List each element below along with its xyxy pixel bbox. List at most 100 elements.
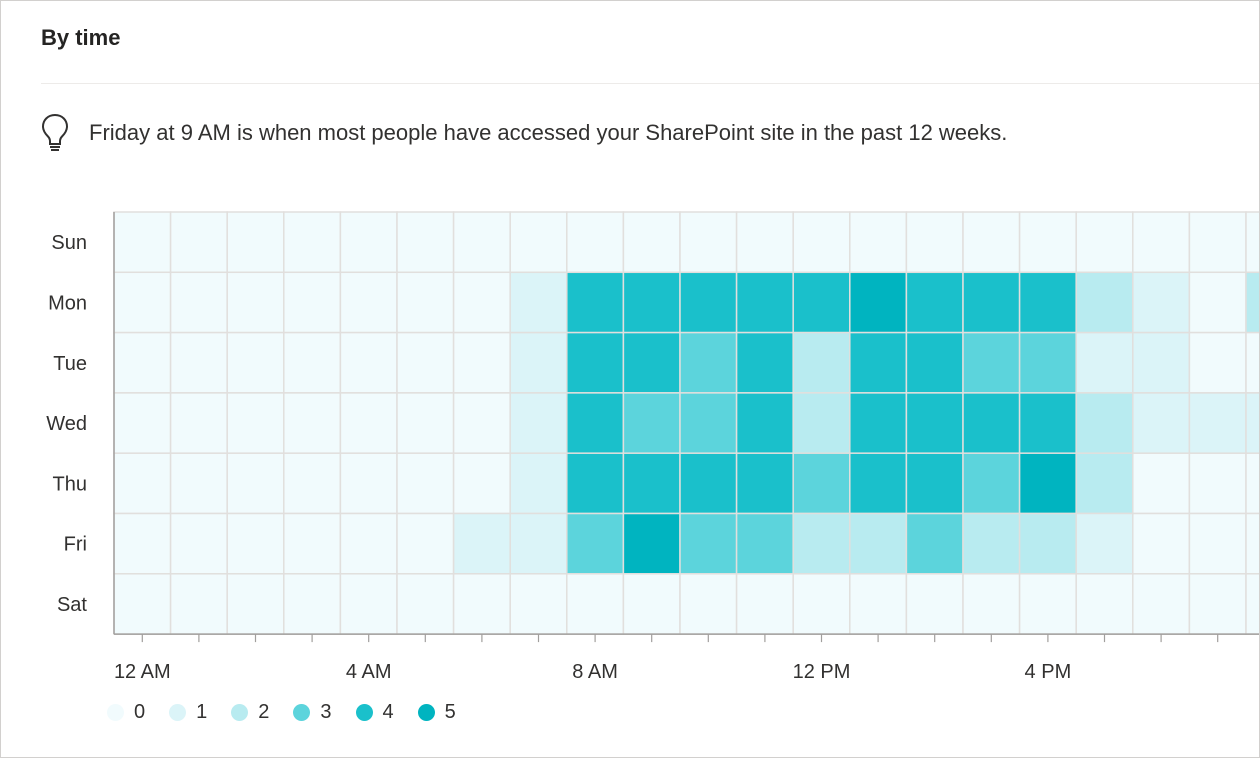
heatmap-cell-fri-14[interactable] [905,512,964,575]
heatmap-cell-tue-12[interactable] [792,331,851,394]
heatmap-cell-sun-0[interactable] [113,211,172,274]
heatmap-cell-fri-2[interactable] [226,512,285,575]
heatmap-cell-sun-1[interactable] [169,211,228,274]
heatmap-cell-mon-3[interactable] [283,271,342,334]
heatmap-cell-sun-19[interactable] [1188,211,1247,274]
heatmap-cell-mon-14[interactable] [905,271,964,334]
heatmap-cell-wed-3[interactable] [283,392,342,454]
heatmap-cell-sun-6[interactable] [452,211,511,274]
heatmap-cell-sun-7[interactable] [509,211,568,274]
heatmap-cell-mon-7[interactable] [509,271,568,334]
heatmap-cell-tue-4[interactable] [339,331,398,394]
heatmap-cell-sat-19[interactable] [1188,573,1247,635]
heatmap-cell-wed-9[interactable] [622,392,681,454]
heatmap-cell-thu-15[interactable] [962,452,1021,515]
heatmap-cell-thu-10[interactable] [679,452,738,515]
heatmap-cell-thu-2[interactable] [226,452,285,515]
heatmap-cell-sat-0[interactable] [113,573,172,635]
heatmap-cell-fri-16[interactable] [1018,512,1077,575]
heatmap-cell-sat-16[interactable] [1018,573,1077,635]
heatmap-cell-thu-1[interactable] [169,452,228,515]
heatmap-cell-mon-11[interactable] [735,271,794,334]
heatmap-cell-fri-13[interactable] [849,512,908,575]
heatmap-cell-tue-6[interactable] [452,331,511,394]
heatmap-cell-sat-12[interactable] [792,573,851,635]
heatmap-cell-sat-8[interactable] [566,573,625,635]
heatmap-cell-tue-8[interactable] [566,331,625,394]
heatmap-cell-wed-14[interactable] [905,392,964,454]
heatmap-cell-tue-13[interactable] [849,331,908,394]
heatmap-cell-tue-0[interactable] [113,331,172,394]
heatmap-cell-fri-19[interactable] [1188,512,1247,575]
heatmap-cell-thu-9[interactable] [622,452,681,515]
heatmap-cell-fri-3[interactable] [283,512,342,575]
heatmap-cell-mon-16[interactable] [1018,271,1077,334]
heatmap-cell-mon-17[interactable] [1075,271,1134,334]
heatmap-cell-thu-17[interactable] [1075,452,1134,515]
heatmap-cell-mon-19[interactable] [1188,271,1247,334]
heatmap-cell-mon-13[interactable] [849,271,908,334]
heatmap-cell-thu-14[interactable] [905,452,964,515]
heatmap-cell-sun-20[interactable] [1245,211,1260,274]
heatmap-cell-thu-6[interactable] [452,452,511,515]
heatmap-cell-sat-1[interactable] [169,573,228,635]
heatmap-cell-sat-15[interactable] [962,573,1021,635]
heatmap-cell-thu-12[interactable] [792,452,851,515]
heatmap-cell-tue-15[interactable] [962,331,1021,394]
heatmap-cell-wed-11[interactable] [735,392,794,454]
heatmap-cell-thu-20[interactable] [1245,452,1260,515]
heatmap-cell-fri-6[interactable] [452,512,511,575]
heatmap-cell-tue-7[interactable] [509,331,568,394]
heatmap-cell-tue-1[interactable] [169,331,228,394]
heatmap-cell-tue-14[interactable] [905,331,964,394]
heatmap-cell-sun-18[interactable] [1132,211,1191,274]
heatmap-cell-tue-3[interactable] [283,331,342,394]
heatmap-cell-wed-5[interactable] [396,392,455,454]
heatmap-cell-wed-18[interactable] [1132,392,1191,454]
heatmap-cell-thu-11[interactable] [735,452,794,515]
heatmap-cell-sun-11[interactable] [735,211,794,274]
heatmap-cell-sun-15[interactable] [962,211,1021,274]
heatmap-cell-tue-9[interactable] [622,331,681,394]
heatmap-cell-wed-12[interactable] [792,392,851,454]
heatmap-cell-sat-18[interactable] [1132,573,1191,635]
heatmap-cell-fri-15[interactable] [962,512,1021,575]
heatmap-cell-wed-7[interactable] [509,392,568,454]
heatmap-cell-fri-0[interactable] [113,512,172,575]
heatmap-cell-tue-10[interactable] [679,331,738,394]
heatmap-cell-mon-20[interactable] [1245,271,1260,334]
heatmap-cell-sat-20[interactable] [1245,573,1260,635]
heatmap-cell-sun-16[interactable] [1018,211,1077,274]
heatmap-cell-sat-3[interactable] [283,573,342,635]
heatmap-cell-mon-5[interactable] [396,271,455,334]
heatmap-cell-fri-9[interactable] [622,512,681,575]
heatmap-cell-sat-6[interactable] [452,573,511,635]
heatmap-cell-mon-10[interactable] [679,271,738,334]
heatmap-cell-mon-15[interactable] [962,271,1021,334]
heatmap-cell-sat-4[interactable] [339,573,398,635]
heatmap-cell-wed-16[interactable] [1018,392,1077,454]
heatmap-cell-wed-2[interactable] [226,392,285,454]
heatmap-cell-wed-4[interactable] [339,392,398,454]
heatmap-cell-wed-0[interactable] [113,392,172,454]
heatmap-cell-thu-0[interactable] [113,452,172,515]
heatmap-cell-sat-11[interactable] [735,573,794,635]
heatmap-cell-mon-9[interactable] [622,271,681,334]
heatmap-cell-wed-10[interactable] [679,392,738,454]
heatmap-cell-thu-4[interactable] [339,452,398,515]
heatmap-cell-sun-5[interactable] [396,211,455,274]
heatmap-cell-sat-10[interactable] [679,573,738,635]
heatmap-cell-thu-16[interactable] [1018,452,1077,515]
heatmap-cell-tue-5[interactable] [396,331,455,394]
heatmap-cell-sun-13[interactable] [849,211,908,274]
heatmap-cell-sat-7[interactable] [509,573,568,635]
heatmap-cell-mon-12[interactable] [792,271,851,334]
heatmap-cell-wed-1[interactable] [169,392,228,454]
heatmap-cell-thu-5[interactable] [396,452,455,515]
heatmap-cell-wed-8[interactable] [566,392,625,454]
heatmap-cell-fri-7[interactable] [509,512,568,575]
heatmap-cell-tue-19[interactable] [1188,331,1247,394]
heatmap-cell-sat-2[interactable] [226,573,285,635]
heatmap-cell-thu-7[interactable] [509,452,568,515]
heatmap-cell-mon-2[interactable] [226,271,285,334]
